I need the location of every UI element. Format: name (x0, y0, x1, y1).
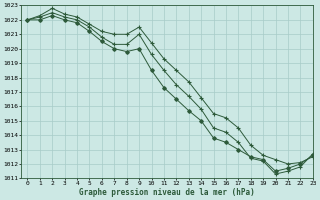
X-axis label: Graphe pression niveau de la mer (hPa): Graphe pression niveau de la mer (hPa) (79, 188, 255, 197)
